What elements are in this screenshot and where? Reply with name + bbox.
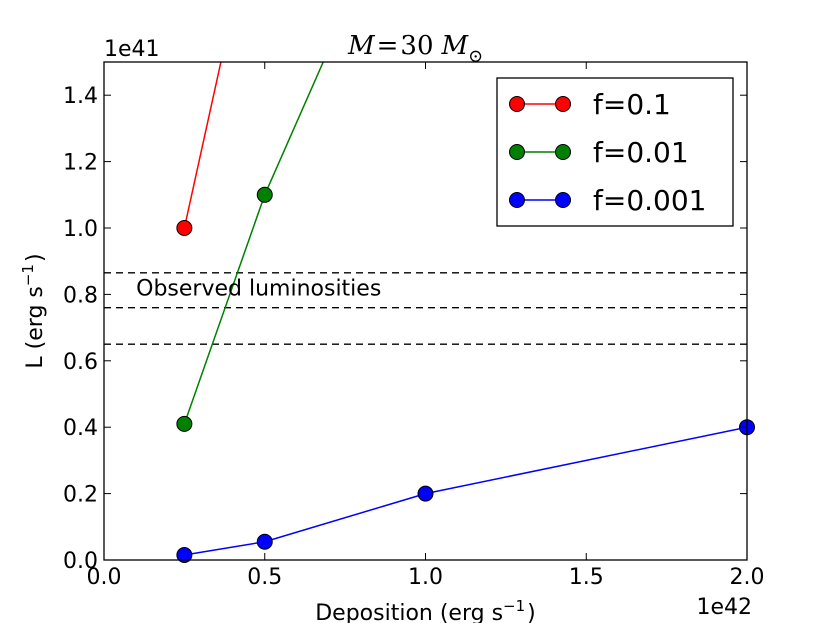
data-point-f=0.001 bbox=[176, 547, 193, 564]
data-point-f=0.01 bbox=[176, 415, 193, 432]
series-line-f=0.1 bbox=[183, 62, 222, 229]
y-tick-label: 0.4 bbox=[63, 416, 98, 441]
legend-marker bbox=[509, 192, 525, 208]
x-tick-label: 1.0 bbox=[408, 565, 443, 590]
y-tick-label: 0.6 bbox=[63, 350, 98, 375]
legend-marker bbox=[555, 96, 571, 112]
legend-marker bbox=[509, 96, 525, 112]
legend-marker bbox=[509, 144, 525, 160]
y-offset-label: 1e41 bbox=[104, 37, 160, 62]
markers-layer bbox=[176, 186, 755, 564]
x-tick-label: 1.5 bbox=[569, 565, 604, 590]
legend: f=0.1 f=0.01 f=0.001 bbox=[496, 77, 734, 227]
legend-label: f=0.1 bbox=[593, 88, 671, 121]
y-tick-label: 1.2 bbox=[63, 151, 98, 176]
x-axis-label: Deposition (erg s−1) bbox=[315, 597, 536, 623]
y-axis-label: L (erg s−1) bbox=[19, 253, 48, 368]
data-point-f=0.1 bbox=[176, 220, 193, 236]
x-tick-label: 2.0 bbox=[730, 565, 765, 590]
y-tick-label: 1.4 bbox=[63, 84, 98, 109]
series-line-f=0.001 bbox=[184, 426, 747, 556]
legend-entry-f=0.1: f=0.1 bbox=[509, 88, 671, 121]
x-tick-label: 0.5 bbox=[247, 565, 282, 590]
x-tick-label: 0.0 bbox=[87, 565, 122, 590]
x-offset-label: 1e42 bbox=[696, 595, 752, 620]
observed-luminosities-annotation: Observed luminosities bbox=[136, 276, 381, 301]
legend-marker bbox=[555, 144, 571, 160]
legend-label: f=0.01 bbox=[593, 136, 689, 169]
data-point-f=0.001 bbox=[256, 533, 273, 550]
y-tick-label: 0.0 bbox=[63, 549, 98, 574]
y-tick-label: 1.0 bbox=[63, 217, 98, 242]
chart-title: M=30 M⊙ bbox=[347, 31, 483, 67]
ticks-layer: 0.0 0.5 1.0 1.5 2.0 0.0 0.2 0.4 0.6 0.8 1.0 1.2 1.4 bbox=[63, 62, 765, 590]
data-point-f=0.01 bbox=[256, 186, 273, 203]
legend-marker bbox=[555, 192, 571, 208]
y-tick-label: 0.8 bbox=[63, 283, 98, 308]
legend-label: f=0.001 bbox=[593, 184, 706, 217]
legend-entry-f=0.01: f=0.01 bbox=[509, 136, 689, 169]
data-point-f=0.001 bbox=[417, 485, 434, 502]
y-tick-label: 0.2 bbox=[63, 483, 98, 508]
legend-entry-f=0.001: f=0.001 bbox=[509, 184, 706, 217]
